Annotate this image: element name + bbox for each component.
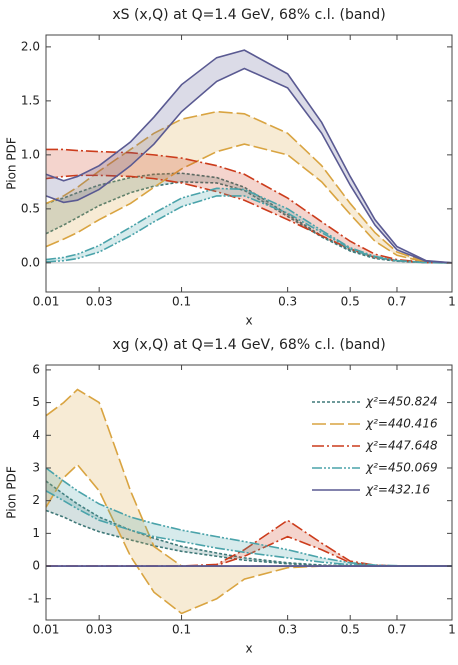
x-tick-label: 1 [448, 623, 456, 637]
x-tick-label: 1 [448, 295, 456, 309]
band-edge [45, 195, 453, 264]
chart-title: xg (x,Q) at Q=1.4 GeV, 68% c.l. (band) [112, 337, 385, 353]
plot-frame [45, 34, 453, 293]
y-axis-label: Pion PDF [5, 137, 19, 190]
x-tick-label: 0.1 [172, 623, 191, 637]
band-edge [45, 49, 453, 264]
y-tick-label: 3 [32, 460, 40, 474]
x-tick-label: 0.1 [172, 295, 191, 309]
x-tick-label: 0.03 [86, 623, 113, 637]
legend-label: χ²=440.416 [365, 417, 438, 431]
chart-title: xS (x,Q) at Q=1.4 GeV, 68% c.l. (band) [112, 7, 385, 23]
x-tick-label: 0.01 [33, 623, 60, 637]
y-tick-label: 2 [32, 493, 40, 507]
band-edge [45, 467, 452, 567]
plot-frame [45, 364, 453, 621]
x-tick-label: 0.3 [278, 295, 297, 309]
y-tick-label: 0 [32, 559, 40, 573]
band-edge [45, 67, 453, 264]
legend-label: χ²=447.648 [365, 439, 438, 453]
x-tick-label: 0.3 [278, 623, 297, 637]
band-fill [46, 173, 452, 263]
y-tick-label: 5 [32, 395, 40, 409]
x-tick-label: 0.03 [86, 295, 113, 309]
band-fill [46, 389, 452, 614]
band-fill [46, 50, 452, 263]
band-fill [46, 467, 452, 567]
x-tick-label: 0.01 [33, 295, 60, 309]
y-axis-label: Pion PDF [5, 466, 19, 519]
y-tick-label: 6 [32, 362, 40, 376]
y-tick-label: 0.5 [21, 201, 40, 215]
y-tick-label: 4 [32, 428, 40, 442]
y-tick-label: 1 [32, 526, 40, 540]
x-tick-label: 0.7 [387, 623, 406, 637]
y-tick-label: 1.5 [21, 93, 40, 107]
band-edge [45, 181, 453, 264]
x-axis-label: x [245, 314, 252, 328]
band-edge [45, 110, 453, 264]
x-tick-label: 0.5 [341, 295, 360, 309]
band-edge [46, 148, 453, 264]
x-axis-label: x [245, 642, 252, 656]
y-tick-label: 1.0 [21, 147, 40, 161]
legend-label: χ²=450.824 [365, 395, 438, 409]
y-tick-label: 2.0 [21, 39, 40, 53]
x-tick-label: 0.7 [387, 295, 406, 309]
legend-label: χ²=450.069 [365, 461, 438, 475]
y-tick-label: -1 [28, 591, 40, 605]
legend-label: χ²=432.16 [365, 483, 430, 497]
y-tick-label: 0.0 [21, 255, 40, 269]
band-edge [45, 143, 453, 264]
x-tick-label: 0.5 [341, 623, 360, 637]
